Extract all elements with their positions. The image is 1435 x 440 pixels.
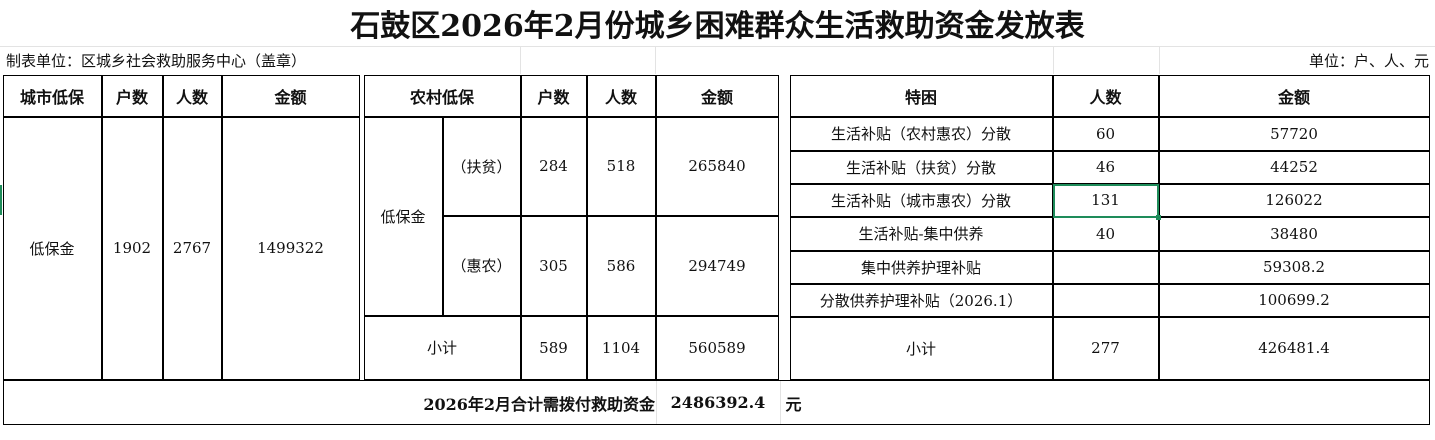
header-amount: 金额 (1158, 74, 1430, 117)
special-people[interactable]: 40 (1052, 216, 1159, 251)
special-label[interactable]: 生活补贴（扶贫）分散 (789, 150, 1053, 184)
total-amount[interactable]: 2486392.4 (670, 393, 766, 412)
rural-people[interactable]: 518 (586, 116, 656, 216)
sheet-title: 石鼓区2026年2月份城乡困难群众生活救助资金发放表 (350, 8, 1085, 44)
total-row (2, 379, 1430, 425)
rural-subtotal-label[interactable]: 小计 (363, 315, 521, 380)
special-people[interactable] (1052, 283, 1159, 317)
special-amount[interactable]: 126022 (1158, 183, 1430, 217)
rural-amount[interactable]: 265840 (655, 116, 779, 216)
rural-row-label[interactable]: （扶贫） (442, 116, 521, 216)
rural-subtotal-households[interactable]: 589 (520, 315, 587, 380)
special-amount[interactable]: 59308.2 (1158, 250, 1430, 284)
special-amount[interactable]: 57720 (1158, 116, 1430, 151)
header-amount: 金额 (655, 74, 779, 117)
rural-amount[interactable]: 294749 (655, 215, 779, 316)
rural-people[interactable]: 586 (586, 215, 656, 316)
header-amount: 金额 (221, 74, 360, 117)
rural-subtotal-amount[interactable]: 560589 (655, 315, 779, 380)
special-amount[interactable]: 44252 (1158, 150, 1430, 184)
special-label[interactable]: 生活补贴（城市惠农）分散 (789, 183, 1053, 217)
header-people: 人数 (1052, 74, 1159, 117)
reporting-unit: 制表单位：区城乡社会救助服务中心（盖章） (6, 52, 307, 70)
rural-households[interactable]: 305 (520, 215, 587, 316)
special-people[interactable] (1052, 250, 1159, 284)
fill-handle[interactable] (1156, 215, 1161, 220)
special-people[interactable]: 46 (1052, 150, 1159, 184)
header-special: 特困 (789, 74, 1053, 117)
special-label[interactable]: 集中供养护理补贴 (789, 250, 1053, 284)
urban-label[interactable]: 低保金 (2, 116, 102, 380)
header-urban: 城市低保 (2, 74, 102, 117)
special-people[interactable]: 60 (1052, 116, 1159, 151)
header-people: 人数 (586, 74, 656, 117)
special-subtotal-people[interactable]: 277 (1052, 316, 1159, 380)
urban-people[interactable]: 2767 (162, 116, 222, 380)
special-label[interactable]: 分散供养护理补贴（2026.1） (789, 283, 1053, 317)
rural-subtotal-people[interactable]: 1104 (586, 315, 656, 380)
header-people: 人数 (162, 74, 222, 117)
row-indicator (0, 185, 2, 215)
special-label[interactable]: 生活补贴（农村惠农）分散 (789, 116, 1053, 151)
rural-group[interactable]: 低保金 (363, 116, 443, 316)
special-label[interactable]: 生活补贴-集中供养 (789, 216, 1053, 251)
special-subtotal-label[interactable]: 小计 (789, 316, 1053, 380)
urban-households[interactable]: 1902 (101, 116, 163, 380)
rural-households[interactable]: 284 (520, 116, 587, 216)
special-amount[interactable]: 100699.2 (1158, 283, 1430, 317)
unit-label: 单位：户、人、元 (1308, 52, 1429, 70)
special-subtotal-amount[interactable]: 426481.4 (1158, 316, 1430, 380)
total-label[interactable]: 2026年2月合计需拨付救助资金 (423, 394, 655, 414)
urban-amount[interactable]: 1499322 (221, 116, 360, 380)
special-amount[interactable]: 38480 (1158, 216, 1430, 251)
cell-selection[interactable] (1053, 184, 1159, 218)
rural-row-label[interactable]: （惠农） (442, 215, 521, 316)
header-rural: 农村低保 (363, 74, 521, 117)
total-unit: 元 (785, 394, 802, 414)
header-households: 户数 (520, 74, 587, 117)
header-households: 户数 (101, 74, 163, 117)
